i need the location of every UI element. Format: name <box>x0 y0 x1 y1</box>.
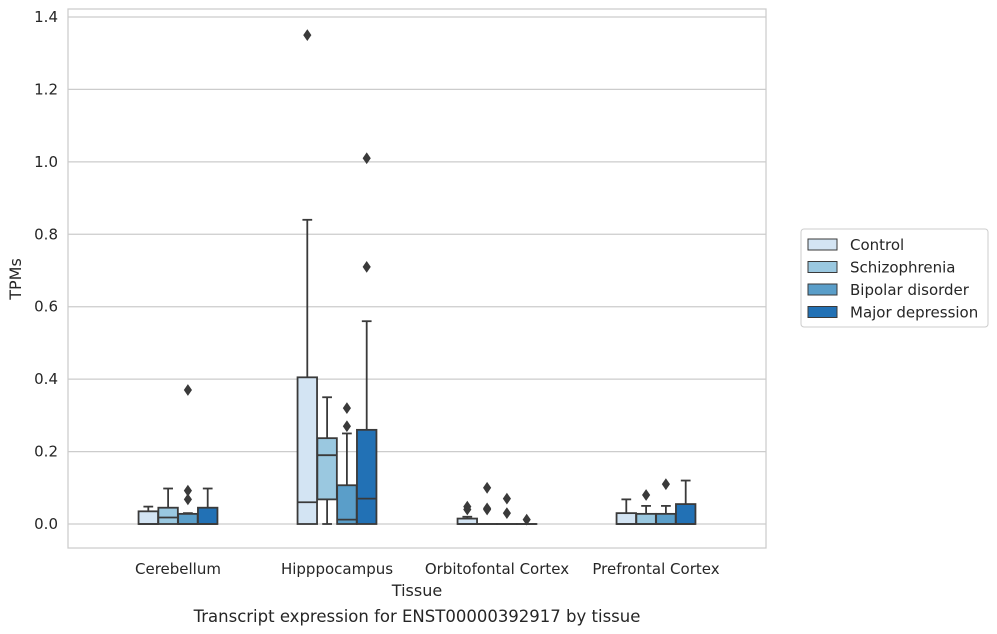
outlier-point <box>342 402 351 415</box>
box-group <box>516 513 538 526</box>
legend-label: Bipolar disorder <box>850 281 970 299</box>
box <box>336 484 358 525</box>
box-group <box>197 487 219 525</box>
y-tick-label: 1.0 <box>34 153 58 171</box>
box-group <box>496 492 518 525</box>
box-group <box>336 402 358 525</box>
y-tick-label: 0.2 <box>34 443 58 461</box>
box-group <box>356 152 378 525</box>
box-group <box>675 479 697 525</box>
box-group <box>476 481 498 525</box>
legend-swatch <box>807 306 838 318</box>
legend-swatch <box>807 261 838 273</box>
legend-label: Major depression <box>850 304 978 322</box>
box <box>675 503 697 525</box>
legend-items: Control Schizophrenia Bipolar disorder Majo… <box>807 236 978 322</box>
x-tick-label: Hipppocampus <box>281 560 393 578</box>
y-tick-label: 1.2 <box>34 80 58 98</box>
x-tick-label: Prefrontal Cortex <box>592 560 719 578</box>
box <box>615 512 637 525</box>
gridlines <box>68 16 766 525</box>
box-group <box>456 500 478 525</box>
outlier-point <box>642 489 651 501</box>
outlier-point <box>502 492 511 505</box>
box-group <box>655 478 677 525</box>
y-tick-label: 0.6 <box>34 298 58 316</box>
x-tick-label: Orbitofontal Cortex <box>425 560 569 578</box>
outlier-point <box>483 481 492 494</box>
legend-swatch <box>807 238 838 251</box>
outlier-point <box>183 384 192 396</box>
box <box>157 506 179 525</box>
y-tick-label: 0.8 <box>34 225 58 243</box>
y-axis-title: TPMs <box>6 258 25 301</box>
outlier-point <box>362 260 371 273</box>
box <box>635 512 657 525</box>
outlier-point <box>303 29 312 42</box>
outlier-point <box>183 493 192 506</box>
legend-swatch <box>807 283 838 296</box>
box-group <box>635 489 657 525</box>
box <box>137 510 159 525</box>
boxes <box>137 29 697 526</box>
box-group <box>177 384 199 525</box>
y-tick-label: 0.4 <box>34 370 58 388</box>
legend: Control Schizophrenia Bipolar disorder Majo… <box>800 228 989 328</box>
plot-frame <box>67 8 767 549</box>
chart-caption: Transcript expression for ENST0000039291… <box>193 607 641 626</box>
box <box>655 512 677 525</box>
x-tick-labels: Cerebellum Hipppocampus Orbitofontal Corte… <box>135 560 720 578</box>
legend-label: Schizophrenia <box>850 259 955 277</box>
legend-label: Control <box>850 236 904 254</box>
box <box>177 512 199 525</box>
box <box>316 437 338 501</box>
outlier-point <box>342 420 351 433</box>
y-tick-label: 0.0 <box>34 515 58 533</box>
x-axis-title: Tissue <box>391 581 442 600</box>
outlier-point <box>522 513 531 526</box>
y-tick-label: 1.4 <box>34 8 58 26</box>
outlier-point <box>362 152 371 165</box>
outlier-point <box>661 478 670 491</box>
box-group <box>296 29 318 525</box>
outlier-point <box>463 500 472 513</box>
y-tick-labels: 0.0 0.2 0.4 0.6 0.8 1.0 1.2 1.4 <box>34 8 58 533</box>
legend-frame <box>800 228 989 328</box>
box-group <box>137 505 159 525</box>
outlier-point <box>502 507 511 520</box>
box-group <box>316 396 338 525</box>
box-group <box>157 487 179 525</box>
outlier-point <box>483 503 492 516</box>
x-tick-label: Cerebellum <box>135 560 221 578</box>
box <box>356 428 378 525</box>
box <box>197 506 219 525</box>
box-group <box>615 498 637 525</box>
